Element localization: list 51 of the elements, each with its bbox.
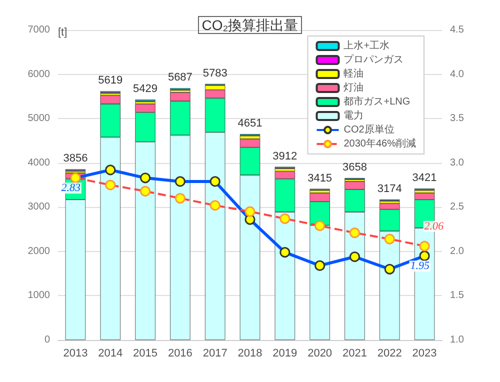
y-axis-title: [t] (58, 26, 68, 38)
x-tick-label: 2019 (272, 348, 298, 360)
x-tick-label: 2013 (63, 348, 88, 360)
x-tick-label: 2018 (238, 348, 262, 360)
total-label: 5619 (98, 74, 123, 87)
y-tick-label: 3000 (28, 202, 50, 213)
legend-label: CO2原単位 (344, 124, 394, 136)
total-label: 5783 (202, 67, 228, 80)
legend-label: 灯油 (344, 82, 364, 94)
legend-label: 都市ガス+LNG (344, 96, 410, 108)
data-label: 2.06 (424, 220, 444, 232)
x-tick-label: 2017 (202, 348, 228, 360)
legend-label: 軽油 (344, 68, 364, 80)
legend-label: 2030年46%削減 (344, 138, 416, 150)
x-tick-label: 2021 (342, 348, 367, 360)
data-label: 1.95 (410, 260, 430, 272)
legend-label: 上水+工水 (344, 40, 390, 52)
total-label: 3658 (342, 162, 367, 174)
y2-tick-label: 4.5 (450, 24, 464, 36)
data-label: 2.83 (61, 182, 81, 194)
y-tick-label: 4000 (28, 157, 50, 168)
x-tick-label: 2022 (377, 348, 402, 360)
y2-tick-label: 3.5 (450, 113, 464, 124)
y-tick-label: 0 (44, 334, 50, 346)
y2-tick-label: 1.5 (450, 290, 464, 302)
total-label: 3856 (63, 152, 88, 165)
x-tick-label: 2015 (133, 348, 158, 360)
total-label: 5687 (168, 72, 192, 84)
x-tick-label: 2023 (412, 348, 437, 360)
y2-tick-label: 3.0 (450, 157, 464, 168)
y-tick-label: 7000 (28, 24, 50, 36)
legend-label: プロパンガス (344, 54, 404, 66)
y-tick-label: 6000 (28, 68, 50, 80)
y-tick-label: 2000 (28, 246, 50, 257)
y-tick-label: 1000 (28, 290, 50, 302)
total-label: 3174 (377, 182, 402, 195)
total-label: 4651 (238, 118, 262, 130)
total-label: 3415 (308, 172, 332, 184)
y2-tick-label: 4.0 (450, 68, 464, 80)
y2-tick-label: 2.5 (450, 202, 464, 213)
y2-tick-label: 2.0 (450, 246, 464, 257)
x-tick-label: 2014 (98, 348, 123, 360)
legend-label: 電力 (344, 110, 364, 122)
x-tick-label: 2020 (308, 348, 332, 360)
y-tick-label: 5000 (28, 113, 50, 124)
x-tick-label: 2016 (168, 348, 192, 360)
total-label: 3912 (272, 150, 298, 162)
chart-title: CO₂換算排出量 (202, 17, 298, 33)
y2-tick-label: 1.0 (450, 334, 464, 346)
total-label: 3421 (412, 172, 437, 184)
total-label: 5429 (133, 83, 158, 96)
